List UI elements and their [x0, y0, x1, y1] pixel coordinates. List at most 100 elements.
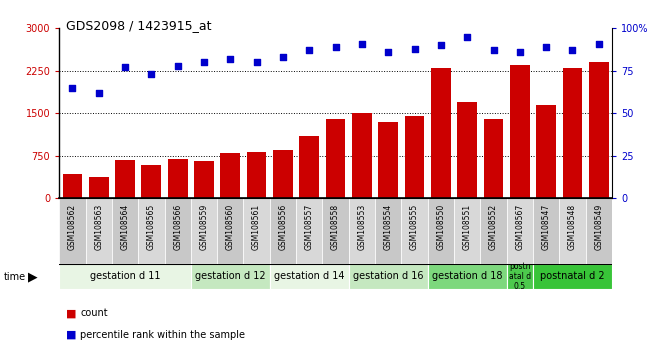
Text: GSM108558: GSM108558: [331, 204, 340, 250]
Text: GSM108551: GSM108551: [463, 204, 472, 250]
Bar: [378, 122, 398, 198]
Point: [225, 56, 236, 62]
Text: postnatal d 2: postnatal d 2: [540, 272, 605, 281]
Bar: [273, 150, 293, 198]
Bar: [141, 165, 161, 198]
Bar: [63, 174, 82, 198]
Bar: [270, 198, 296, 264]
Bar: [322, 198, 349, 264]
Text: postn
atal d
0.5: postn atal d 0.5: [509, 262, 531, 291]
Point: [199, 59, 209, 65]
Bar: [270, 264, 349, 289]
Point: [515, 49, 525, 55]
Text: GDS2098 / 1423915_at: GDS2098 / 1423915_at: [66, 19, 211, 33]
Bar: [138, 198, 164, 264]
Bar: [243, 198, 270, 264]
Text: GSM108559: GSM108559: [199, 204, 209, 250]
Bar: [484, 119, 503, 198]
Bar: [533, 264, 612, 289]
Bar: [401, 198, 428, 264]
Text: GSM108560: GSM108560: [226, 204, 235, 250]
Point: [594, 41, 604, 46]
Bar: [217, 198, 243, 264]
Bar: [533, 198, 559, 264]
Point: [541, 44, 551, 50]
Text: gestation d 12: gestation d 12: [195, 272, 266, 281]
Bar: [112, 198, 138, 264]
Point: [330, 44, 341, 50]
Bar: [457, 102, 477, 198]
Bar: [454, 198, 480, 264]
Text: GSM108562: GSM108562: [68, 204, 77, 250]
Point: [172, 63, 183, 69]
Bar: [559, 198, 586, 264]
Bar: [563, 68, 582, 198]
Text: GSM108548: GSM108548: [568, 204, 577, 250]
Bar: [194, 161, 214, 198]
Text: ▶: ▶: [28, 270, 38, 283]
Bar: [507, 198, 533, 264]
Text: gestation d 18: gestation d 18: [432, 272, 503, 281]
Point: [146, 72, 157, 77]
Bar: [375, 198, 401, 264]
Bar: [299, 136, 319, 198]
Bar: [164, 198, 191, 264]
Text: GSM108550: GSM108550: [436, 204, 445, 250]
Point: [436, 42, 446, 48]
Text: GSM108561: GSM108561: [252, 204, 261, 250]
Point: [488, 47, 499, 53]
Bar: [431, 68, 451, 198]
Text: ■: ■: [66, 330, 76, 339]
Text: GSM108556: GSM108556: [278, 204, 288, 250]
Bar: [191, 264, 270, 289]
Bar: [352, 113, 372, 198]
Text: count: count: [80, 308, 108, 318]
Point: [409, 46, 420, 52]
Bar: [349, 198, 375, 264]
Text: GSM108554: GSM108554: [384, 204, 393, 250]
Text: time: time: [3, 272, 26, 282]
Bar: [168, 159, 188, 198]
Text: GSM108549: GSM108549: [594, 204, 603, 250]
Point: [93, 90, 104, 96]
Text: GSM108565: GSM108565: [147, 204, 156, 250]
Point: [251, 59, 262, 65]
Bar: [349, 264, 428, 289]
Point: [567, 47, 578, 53]
Point: [278, 55, 288, 60]
Text: gestation d 11: gestation d 11: [89, 272, 161, 281]
Text: GSM108552: GSM108552: [489, 204, 498, 250]
Bar: [428, 198, 454, 264]
Bar: [59, 198, 86, 264]
Text: gestation d 14: gestation d 14: [274, 272, 345, 281]
Bar: [191, 198, 217, 264]
Bar: [480, 198, 507, 264]
Bar: [507, 264, 533, 289]
Text: GSM108557: GSM108557: [305, 204, 314, 250]
Text: GSM108553: GSM108553: [357, 204, 367, 250]
Point: [120, 64, 130, 70]
Text: GSM108555: GSM108555: [410, 204, 419, 250]
Text: GSM108567: GSM108567: [515, 204, 524, 250]
Bar: [247, 152, 266, 198]
Point: [383, 49, 393, 55]
Bar: [589, 62, 609, 198]
Text: percentile rank within the sample: percentile rank within the sample: [80, 330, 245, 339]
Point: [462, 34, 472, 40]
Point: [357, 41, 367, 46]
Bar: [220, 154, 240, 198]
Text: gestation d 16: gestation d 16: [353, 272, 424, 281]
Bar: [89, 177, 109, 198]
Bar: [115, 160, 135, 198]
Point: [304, 47, 315, 53]
Text: GSM108564: GSM108564: [120, 204, 130, 250]
Bar: [86, 198, 112, 264]
Bar: [428, 264, 507, 289]
Bar: [296, 198, 322, 264]
Text: ■: ■: [66, 308, 76, 318]
Text: GSM108547: GSM108547: [542, 204, 551, 250]
Bar: [510, 65, 530, 198]
Bar: [405, 116, 424, 198]
Bar: [59, 264, 191, 289]
Bar: [536, 105, 556, 198]
